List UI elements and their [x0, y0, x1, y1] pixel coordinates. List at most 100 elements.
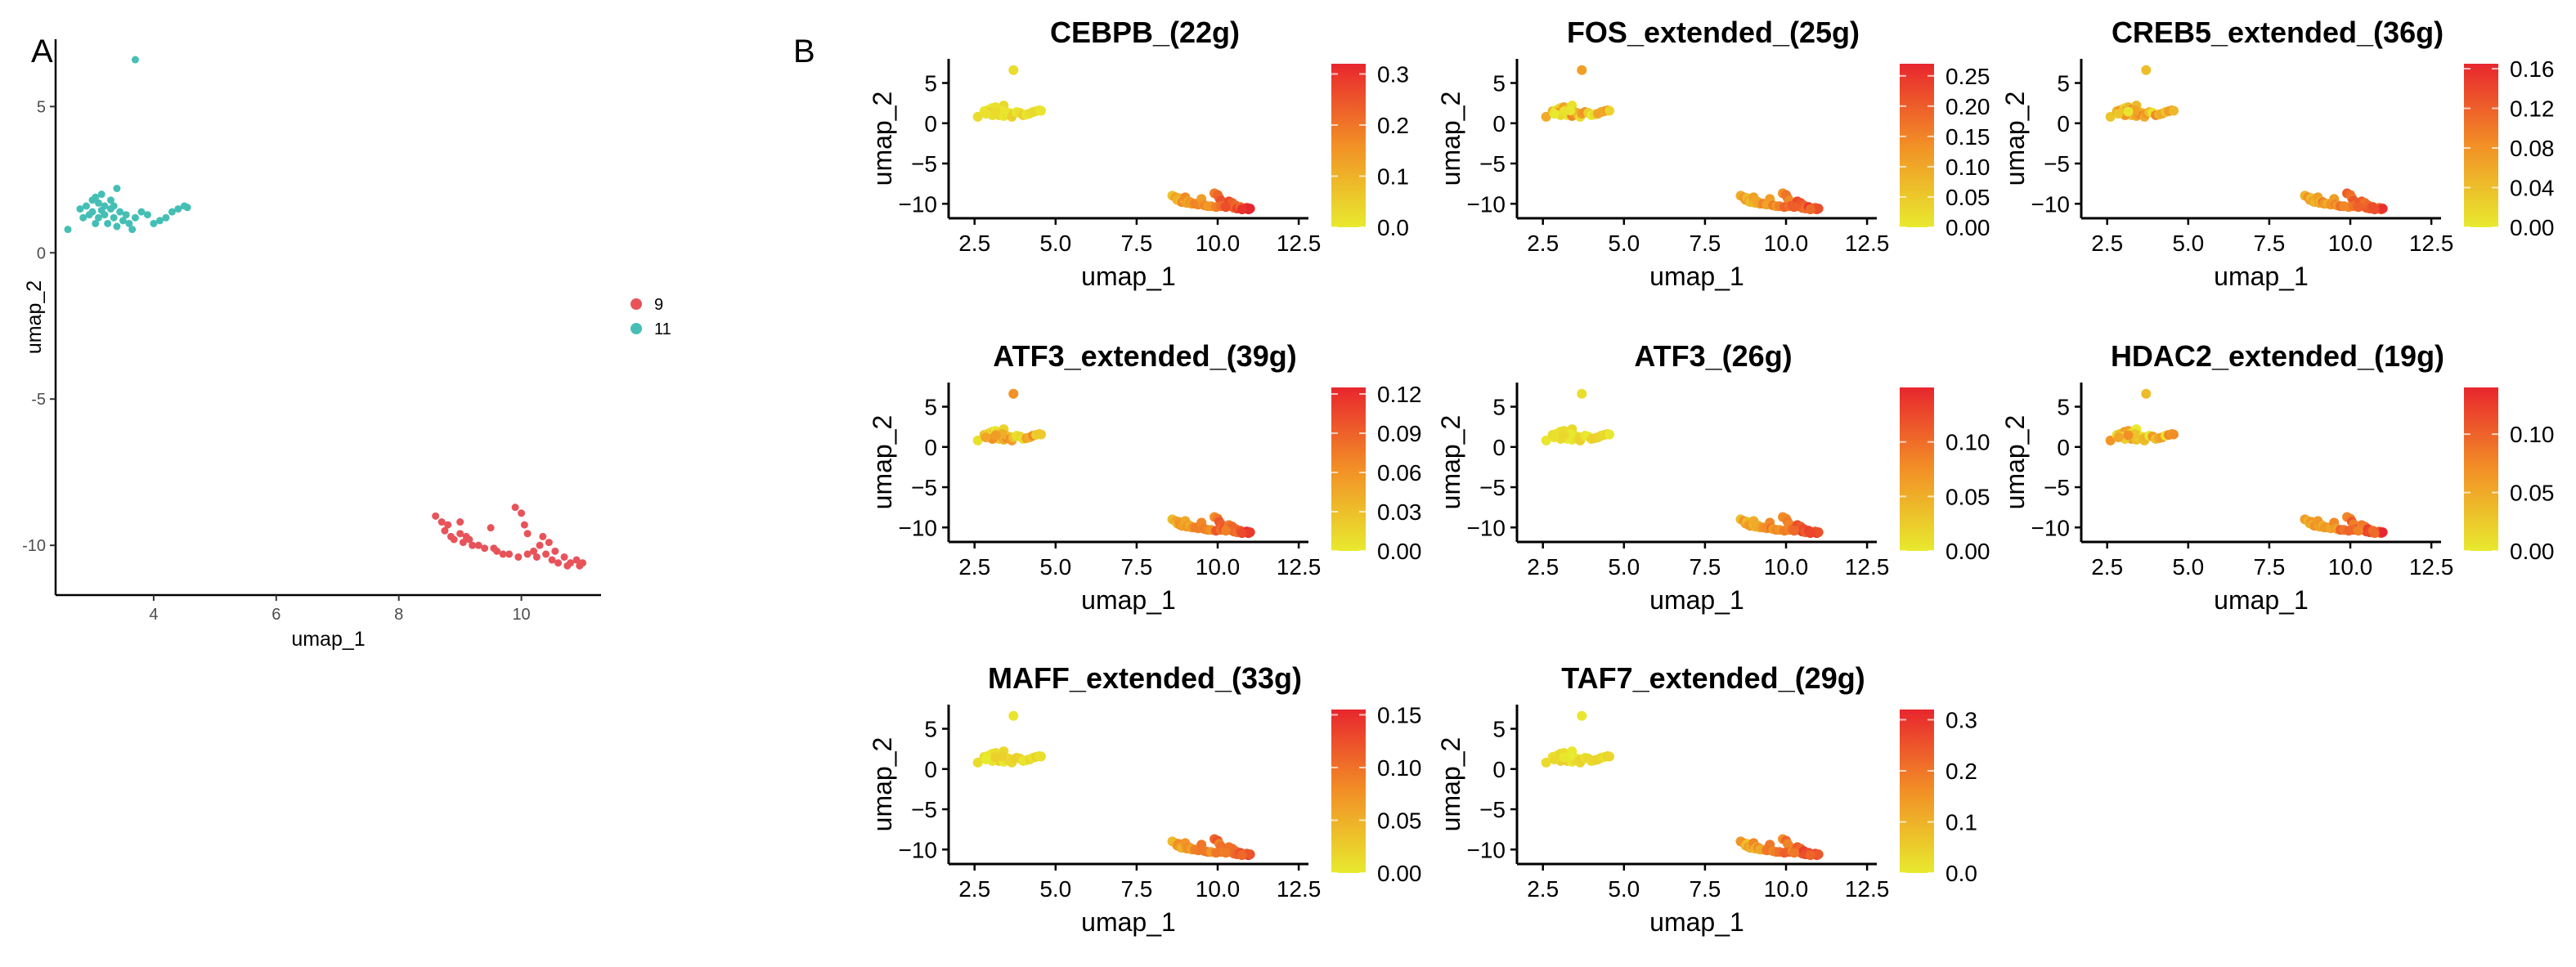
y-tick-label: 5 — [924, 71, 937, 96]
colorbar-tick-label: 0.3 — [1377, 62, 1409, 87]
colorbar-tick-label: 0.00 — [1377, 861, 1422, 886]
data-point-cluster-9 — [530, 547, 538, 555]
y-tick-label: 5 — [2057, 395, 2070, 420]
data-point-cluster-9 — [554, 559, 563, 567]
y-tick-label: 0 — [1492, 111, 1506, 137]
y-tick-label: −10 — [1467, 837, 1506, 862]
data-point — [2113, 432, 2124, 442]
data-point — [1604, 105, 1614, 116]
data-point-cluster-9 — [493, 547, 501, 555]
data-point-cluster-9 — [456, 518, 464, 526]
data-point — [1813, 527, 1824, 538]
x-tick-label: 2.5 — [1527, 231, 1559, 256]
x-axis-label: umap_1 — [1081, 907, 1176, 937]
y-tick-label: −10 — [2031, 191, 2071, 217]
colorbar-tick-label: 0.1 — [1945, 810, 1977, 835]
data-point-cluster-11 — [119, 217, 127, 225]
y-tick-label: −10 — [899, 191, 938, 217]
y-tick-label: −5 — [1479, 797, 1506, 822]
colorbar-tick-label: 0.10 — [1945, 154, 1990, 180]
data-point — [1813, 849, 1824, 860]
legend-key-11 — [631, 323, 642, 334]
data-point — [1549, 754, 1560, 764]
data-point — [972, 757, 983, 768]
data-point — [1577, 65, 1587, 75]
data-point-cluster-9 — [511, 504, 519, 512]
colorbar — [2464, 387, 2498, 551]
y-tick-label: 0 — [924, 435, 937, 460]
y-tick-label: −5 — [911, 797, 937, 822]
colorbar-tick-label: 0.3 — [1945, 708, 1977, 733]
data-point-cluster-9 — [438, 518, 446, 526]
data-point — [1805, 850, 1815, 861]
subplot-title: MAFF_extended_(33g) — [988, 661, 1302, 695]
x-axis-label: umap_1 — [1081, 585, 1176, 615]
x-tick-label: 10.0 — [1764, 876, 1809, 902]
subplot-title: CEBPB_(22g) — [1050, 16, 1240, 49]
data-point — [2105, 111, 2116, 122]
data-point-cluster-9 — [481, 544, 489, 553]
colorbar-tick-label: 0.00 — [1377, 539, 1422, 564]
x-tick-label: 5.0 — [2172, 231, 2204, 256]
data-point — [2168, 105, 2179, 116]
data-point — [2369, 528, 2380, 539]
y-tick-label: −10 — [899, 515, 938, 540]
data-point — [1008, 388, 1019, 399]
x-tick-label: 10.0 — [1196, 554, 1241, 580]
y-tick-label: −5 — [2044, 151, 2070, 177]
data-point — [972, 111, 983, 122]
data-point — [2141, 388, 2152, 399]
data-point-cluster-11 — [92, 193, 100, 201]
colorbar — [1331, 710, 1366, 873]
data-point — [1559, 752, 1569, 763]
y-tick-label: -10 — [22, 537, 46, 555]
data-point-cluster-11 — [183, 204, 191, 212]
data-point — [1245, 527, 1255, 538]
data-point-cluster-11 — [155, 217, 164, 225]
data-point — [1008, 65, 1019, 75]
data-point — [1220, 202, 1231, 213]
subplot-title: FOS_extended_(25g) — [1567, 16, 1860, 49]
data-point — [1604, 751, 1614, 762]
subplot-title: ATF3_extended_(39g) — [993, 339, 1296, 373]
colorbar-tick-label: 0.2 — [1945, 759, 1977, 784]
x-tick-label: 8 — [394, 606, 403, 624]
x-axis-label: umap_1 — [1649, 262, 1744, 291]
colorbar-tick-label: 0.05 — [1377, 808, 1422, 833]
data-point-cluster-11 — [150, 219, 158, 227]
y-tick-label: −10 — [2031, 515, 2071, 540]
data-point-cluster-11 — [110, 213, 118, 222]
x-tick-label: 6 — [272, 606, 280, 624]
colorbar-tick-label: 0.09 — [1377, 421, 1422, 446]
x-axis-label: umap_1 — [2214, 262, 2309, 291]
y-tick-label: −5 — [911, 151, 937, 177]
data-point — [1236, 850, 1247, 861]
x-tick-label: 12.5 — [1277, 231, 1322, 256]
y-tick-label: −10 — [1467, 515, 1506, 540]
data-point-cluster-11 — [137, 208, 146, 216]
subplot-cebpb-22g-: CEBPB_(22g)2.5 5.0 7.5 10.0 12.550−5−10umap_… — [868, 16, 1409, 291]
data-point-cluster-11 — [97, 206, 105, 214]
data-point-cluster-9 — [542, 550, 550, 558]
subplot-title: ATF3_(26g) — [1634, 339, 1792, 373]
x-tick-label: 2.5 — [958, 876, 990, 902]
data-point — [2369, 204, 2380, 215]
data-point — [2377, 204, 2388, 214]
data-point — [1220, 848, 1231, 858]
colorbar-tick-label: 0.12 — [1377, 382, 1422, 407]
colorbar — [1331, 64, 1366, 227]
colorbar — [1331, 387, 1366, 551]
colorbar-tick-label: 0.08 — [2510, 136, 2555, 161]
data-point — [981, 432, 991, 442]
x-axis-label: umap_1 — [1081, 262, 1176, 291]
data-point-cluster-9 — [551, 547, 559, 555]
y-tick-label: 5 — [37, 98, 46, 116]
data-point-cluster-11 — [94, 199, 102, 207]
y-tick-label: −10 — [1467, 191, 1506, 217]
y-tick-label: 0 — [924, 757, 937, 782]
x-axis-label: umap_1 — [291, 628, 365, 651]
data-point-cluster-9 — [523, 530, 532, 538]
y-axis-label: umap_2 — [1436, 92, 1465, 186]
x-tick-label: 4 — [149, 606, 158, 624]
